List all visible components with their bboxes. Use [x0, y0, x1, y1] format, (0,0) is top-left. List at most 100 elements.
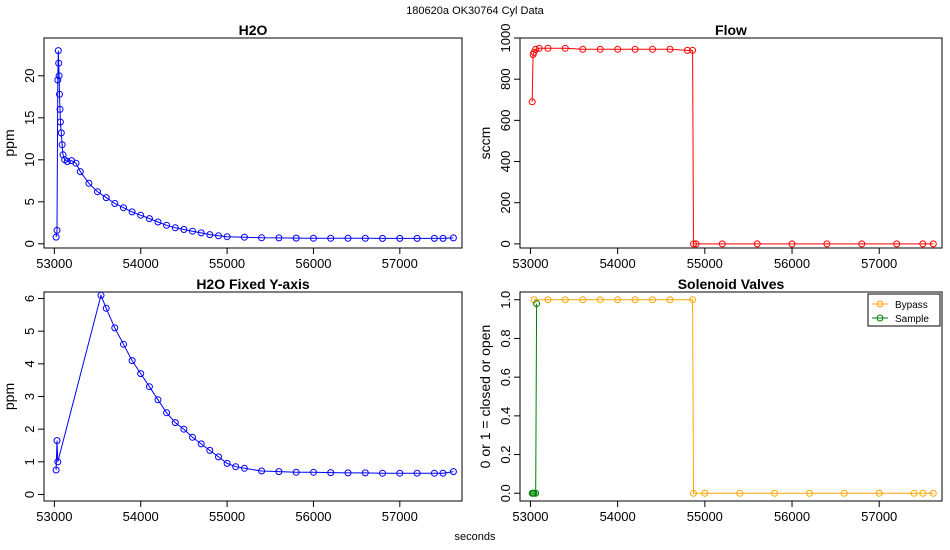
data-point: [929, 489, 937, 497]
panel-3-x-tick-label: 53000: [512, 509, 548, 524]
data-point: [910, 489, 918, 497]
series-line: [55, 50, 454, 239]
data-point: [128, 208, 136, 216]
panel-1-y-tick-label: 400: [498, 151, 513, 173]
data-point: [111, 200, 119, 207]
data-point: [823, 240, 831, 248]
data-point: [596, 45, 604, 53]
data-point: [361, 469, 369, 477]
panel-3-y-tick-label: 0.2: [498, 446, 513, 464]
data-point: [111, 324, 119, 332]
series-line: [531, 47, 934, 245]
data-point: [413, 234, 421, 242]
data-point: [58, 141, 66, 149]
legend-swatch-marker: [876, 314, 884, 322]
data-point: [690, 240, 697, 248]
data-point: [736, 489, 744, 497]
data-point: [223, 459, 231, 467]
data-point: [275, 234, 283, 242]
legend-label: Bypass: [895, 300, 928, 311]
panel-1-y-tick-label: 200: [498, 192, 513, 214]
panel-1-frame: [519, 37, 943, 249]
data-point: [929, 240, 937, 248]
data-point: [292, 234, 300, 242]
panel-2-title: H2O Fixed Y-axis: [196, 276, 310, 292]
legend-label: Sample: [895, 314, 929, 325]
data-point: [396, 234, 404, 242]
data-point: [875, 489, 883, 497]
data-point: [94, 188, 101, 196]
data-point: [54, 458, 62, 466]
data-point: [771, 489, 779, 497]
data-point: [120, 204, 127, 212]
panel-3-y-tick-label: 1.0: [498, 291, 513, 309]
data-point: [197, 440, 205, 448]
data-point: [53, 437, 61, 445]
data-point: [528, 98, 536, 106]
data-point: [137, 211, 145, 219]
panel-1-series-0: [528, 44, 937, 248]
panel-1-x-tick-label: 56000: [774, 256, 810, 271]
data-point: [275, 468, 283, 476]
data-point: [344, 234, 352, 242]
data-point: [689, 296, 697, 304]
data-point: [893, 240, 901, 248]
panel-0-y-tick-label: 0: [22, 240, 37, 247]
data-point: [535, 44, 543, 52]
data-point: [97, 292, 105, 299]
data-point: [561, 44, 569, 52]
data-point: [57, 129, 65, 137]
data-point: [361, 234, 369, 242]
panel-1-y-tick-label: 0: [498, 240, 513, 247]
data-point: [649, 45, 656, 53]
data-point: [258, 234, 266, 242]
data-point: [120, 340, 127, 348]
data-point: [56, 118, 64, 126]
data-point: [344, 469, 352, 477]
panel-3-x-tick-label: 54000: [600, 509, 636, 524]
data-point: [102, 194, 110, 202]
data-point: [858, 240, 866, 248]
panel-2-x-tick-label: 57000: [382, 509, 418, 524]
panel-0-title: H2O: [239, 22, 268, 38]
panel-2-x-tick-label: 53000: [36, 509, 72, 524]
data-point: [532, 45, 540, 53]
panel-1-x-tick-label: 55000: [687, 256, 723, 271]
data-point: [258, 467, 266, 475]
data-point: [788, 240, 796, 248]
panel-1-y-axis-label: sccm: [477, 127, 493, 160]
panel-1-y-tick-label: 600: [498, 110, 513, 132]
panel-1-x-tick-label: 57000: [861, 256, 897, 271]
data-point: [683, 46, 691, 54]
panel-0-y-axis-label: ppm: [1, 129, 17, 156]
panel-2-x-tick-label: 55000: [209, 509, 245, 524]
panel-1-x-tick-label: 53000: [512, 256, 548, 271]
data-point: [718, 240, 726, 248]
data-point: [439, 469, 447, 477]
panel-0-y-tick-label: 20: [22, 69, 37, 83]
data-point: [579, 45, 587, 53]
panel-2-y-tick-label: 0: [22, 491, 37, 498]
data-point: [63, 158, 71, 165]
panel-3-y-tick-label: 0.4: [498, 407, 513, 425]
data-point: [197, 229, 205, 237]
data-point: [171, 224, 179, 232]
data-point: [579, 296, 587, 304]
data-point: [753, 240, 761, 248]
data-point: [439, 234, 447, 242]
data-point: [128, 357, 136, 365]
panel-3-x-tick-label: 56000: [774, 509, 810, 524]
data-point: [154, 396, 162, 404]
panel-3-y-tick-label: 0.6: [498, 368, 513, 386]
data-point: [690, 489, 697, 497]
panel-0-x-tick-label: 56000: [295, 256, 331, 271]
panel-0-frame: [43, 37, 463, 249]
data-point: [533, 300, 541, 308]
data-point: [56, 90, 63, 98]
panel-2-series-0: [52, 292, 457, 477]
panel-3-x-tick-label: 55000: [687, 509, 723, 524]
panel-3-series-1: [528, 300, 541, 497]
data-point: [596, 296, 604, 304]
panel-0-series-0: [52, 47, 457, 242]
